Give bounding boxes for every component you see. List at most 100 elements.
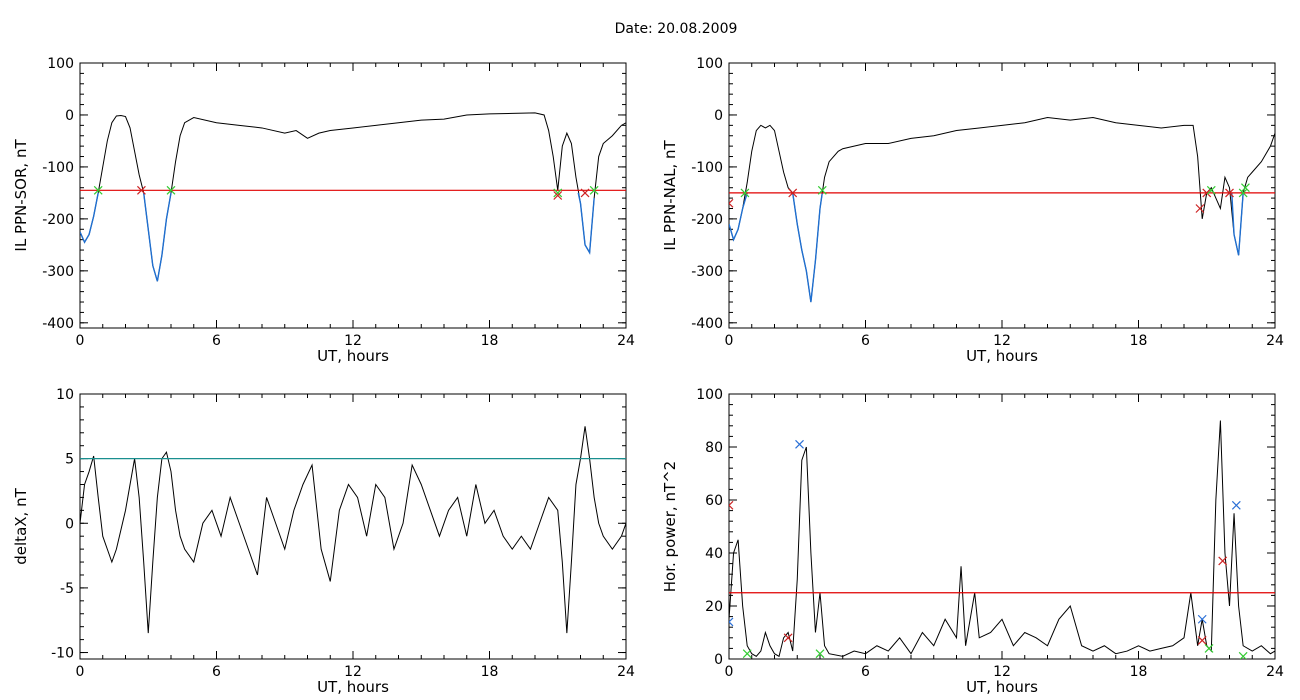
plot-data bbox=[729, 117, 1275, 303]
marker-cross bbox=[740, 188, 750, 198]
y-tick-label: -300 bbox=[42, 264, 74, 280]
y-tick-label: -400 bbox=[42, 316, 74, 332]
chart-panel-p3: 0 6 12 18 24 -10 -5 0 5 10 UT, hours deltaX, nT bbox=[12, 387, 635, 696]
marker-stroke bbox=[93, 185, 103, 195]
series-line-blue bbox=[792, 192, 823, 303]
marker-stroke bbox=[1238, 188, 1248, 198]
y-tick-label: 20 bbox=[705, 599, 723, 615]
series-line-black bbox=[80, 112, 626, 282]
marker-cross bbox=[795, 439, 804, 449]
x-tick-label: 18 bbox=[1130, 664, 1148, 680]
marker-stroke bbox=[729, 617, 734, 623]
x-axis-label: UT, hours bbox=[966, 347, 1038, 365]
x-tick-label: 18 bbox=[481, 333, 499, 349]
y-axis-label: IL PPN-NAL, nT bbox=[661, 140, 679, 251]
y-tick-label: 80 bbox=[705, 440, 723, 456]
marker-cross bbox=[1231, 500, 1241, 510]
marker-cross bbox=[1218, 556, 1228, 566]
marker-stroke bbox=[1241, 183, 1250, 193]
series-line-blue bbox=[80, 192, 99, 244]
x-axis-label: UT, hours bbox=[317, 347, 389, 365]
marker-stroke bbox=[1195, 204, 1205, 213]
x-tick-label: 0 bbox=[76, 664, 85, 680]
marker-cross bbox=[166, 185, 176, 195]
marker-cross bbox=[1238, 188, 1248, 198]
marker-stroke bbox=[729, 621, 734, 627]
y-axis-label: Hor. power, nT^2 bbox=[661, 461, 679, 592]
x-axis-label: UT, hours bbox=[317, 678, 389, 696]
marker-stroke bbox=[1231, 500, 1241, 510]
marker-cross bbox=[137, 185, 146, 195]
marker-cross bbox=[1204, 643, 1214, 653]
x-tick-label: 18 bbox=[481, 664, 499, 680]
chart-panel-p4: 0 6 12 18 24 0 20 40 60 80 100 UT, hours Hor. power,… bbox=[661, 387, 1284, 696]
marker-cross bbox=[93, 185, 103, 195]
marker-cross bbox=[1195, 204, 1205, 213]
marker-stroke bbox=[817, 185, 827, 195]
x-tick-label: 24 bbox=[617, 333, 635, 349]
marker-cross bbox=[1197, 614, 1207, 624]
marker-cross bbox=[1225, 188, 1234, 198]
y-axis-label: deltaX, nT bbox=[12, 487, 30, 564]
marker-cross bbox=[815, 649, 825, 659]
marker-stroke bbox=[1206, 185, 1216, 195]
y-tick-label: -200 bbox=[691, 212, 723, 228]
marker-stroke bbox=[795, 439, 804, 449]
plot-frame bbox=[728, 62, 1276, 329]
y-tick-label: 100 bbox=[696, 387, 723, 403]
y-tick-label: 10 bbox=[56, 387, 74, 403]
marker-cross bbox=[729, 198, 734, 208]
chart-panel-p1: 0 6 12 18 24 -400 -300 -200 -100 0 100 UT, hours IL … bbox=[12, 56, 635, 365]
x-tick-label: 0 bbox=[725, 333, 734, 349]
marker-cross bbox=[553, 188, 563, 198]
y-tick-label: -10 bbox=[51, 646, 74, 662]
y-tick-label: 40 bbox=[705, 546, 723, 562]
plot-data bbox=[80, 426, 626, 634]
marker-stroke bbox=[788, 188, 798, 198]
marker-stroke bbox=[1202, 188, 1212, 198]
y-axis-label: IL PPN-SOR, nT bbox=[12, 139, 30, 252]
marker-stroke bbox=[166, 185, 176, 195]
x-tick-label: 12 bbox=[344, 664, 362, 680]
marker-stroke bbox=[742, 649, 752, 659]
page-title: Date: 20.08.2009 bbox=[615, 21, 738, 37]
marker-stroke bbox=[1218, 556, 1228, 566]
plot-data bbox=[729, 420, 1275, 659]
x-tick-label: 0 bbox=[76, 333, 85, 349]
x-tick-label: 0 bbox=[725, 664, 734, 680]
marker-stroke bbox=[553, 191, 563, 200]
x-tick-label: 12 bbox=[993, 333, 1011, 349]
x-tick-label: 12 bbox=[344, 333, 362, 349]
marker-stroke bbox=[729, 504, 734, 510]
chart-panel-p2: 0 6 12 18 24 -400 -300 -200 -100 0 100 UT, hours IL … bbox=[661, 56, 1284, 365]
marker-stroke bbox=[1197, 636, 1207, 645]
x-tick-label: 18 bbox=[1130, 333, 1148, 349]
y-tick-label: -400 bbox=[691, 316, 723, 332]
x-tick-label: 12 bbox=[993, 664, 1011, 680]
x-tick-label: 24 bbox=[1266, 664, 1284, 680]
y-tick-label: -300 bbox=[691, 264, 723, 280]
marker-stroke bbox=[1225, 188, 1234, 198]
series-line-black bbox=[729, 420, 1275, 658]
marker-cross bbox=[1241, 183, 1250, 193]
x-tick-label: 6 bbox=[861, 333, 870, 349]
y-tick-label: 0 bbox=[65, 108, 74, 124]
y-tick-label: -5 bbox=[60, 581, 74, 597]
marker-stroke bbox=[553, 188, 563, 198]
marker-cross bbox=[817, 185, 827, 195]
marker-cross bbox=[553, 191, 563, 200]
plot-frame bbox=[79, 393, 627, 660]
series-line-black bbox=[80, 426, 626, 634]
series-line-blue bbox=[1231, 192, 1244, 256]
marker-stroke bbox=[729, 198, 734, 205]
x-tick-label: 6 bbox=[212, 333, 221, 349]
marker-stroke bbox=[580, 188, 590, 198]
marker-stroke bbox=[815, 649, 825, 659]
series-line-blue bbox=[143, 192, 172, 282]
series-line-black bbox=[729, 117, 1275, 303]
y-tick-label: -100 bbox=[691, 160, 723, 176]
marker-cross bbox=[788, 188, 798, 198]
marker-cross bbox=[783, 633, 793, 643]
